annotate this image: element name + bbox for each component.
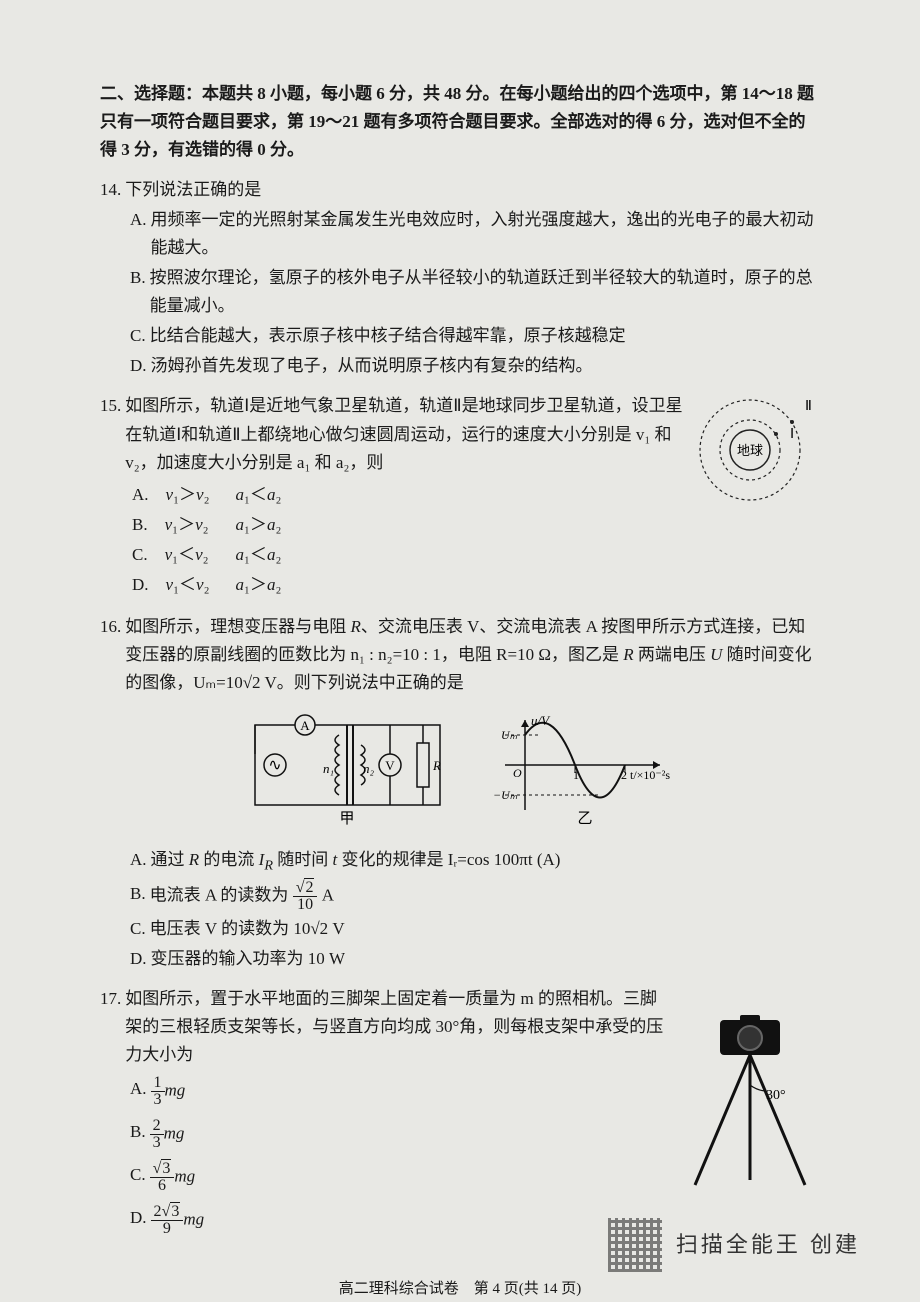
svg-text:地球: 地球 (737, 443, 763, 458)
section-instructions: 二、选择题：本题共 8 小题，每小题 6 分，共 48 分。在每小题给出的四个选… (100, 80, 820, 164)
question-15: 15. 如图所示，轨道Ⅰ是近地气象卫星轨道，轨道Ⅱ是地球同步卫星轨道，设卫星在轨… (100, 392, 820, 600)
q15-options-table: A. v₁＞v₂a₁＜a₂ B. v₁＞v₂a₁＞a₂ C. v₁＜v₂a₁＜a… (130, 479, 307, 601)
svg-text:甲: 甲 (339, 811, 354, 827)
q16-opt-A-label: A. (130, 846, 147, 878)
q14-opt-C-label: C. (130, 322, 146, 350)
q17-opt-D: 239mg (151, 1204, 670, 1237)
svg-text:Ⅱ: Ⅱ (805, 399, 812, 414)
q16-opt-C-label: C. (130, 915, 146, 943)
q14-opt-B-label: B. (130, 264, 146, 320)
question-17: 17. 如图所示，置于水平地面的三脚架上固定着一质量为 m 的照相机。三脚架的三… (100, 985, 820, 1237)
q14-opt-A: 用频率一定的光照射某金属发生光电效应时，入射光强度越大，逸出的光电子的最大初动能… (151, 206, 820, 262)
q14-opt-D: 汤姆孙首先发现了电子，从而说明原子核内有复杂的结构。 (151, 352, 820, 380)
q17-stem: 如图所示，置于水平地面的三脚架上固定着一质量为 m 的照相机。三脚架的三根轻质支… (125, 985, 670, 1069)
q14-number: 14. (100, 176, 121, 204)
svg-text:乙: 乙 (577, 811, 592, 827)
svg-text:Uₘ: Uₘ (501, 728, 518, 742)
q14-opt-B: 按照波尔理论，氢原子的核外电子从半径较小的轨道跃迁到半径较大的轨道时，原子的总能… (150, 264, 820, 320)
svg-text:n₁: n₁ (323, 761, 334, 776)
q17-opt-B: 23mg (150, 1118, 670, 1151)
q17-opt-C-label: C. (130, 1161, 146, 1194)
svg-text:30°: 30° (766, 1088, 786, 1103)
q17-opt-A: 13mg (151, 1075, 670, 1108)
question-14: 14. 下列说法正确的是 A.用频率一定的光照射某金属发生光电效应时，入射光强度… (100, 176, 820, 380)
svg-text:V: V (385, 758, 395, 773)
q16-opt-B: 电流表 A 的读数为 210 A (150, 880, 820, 913)
svg-text:Ⅰ: Ⅰ (790, 427, 794, 442)
q17-opt-A-label: A. (130, 1075, 147, 1108)
svg-text:O: O (513, 766, 522, 780)
q16-stem: 如图所示，理想变压器与电阻 R、交流电压表 V、交流电流表 A 按图甲所示方式连… (125, 613, 820, 697)
scanner-watermark: 扫描全能王 创建 (608, 1218, 860, 1272)
question-16: 16. 如图所示，理想变压器与电阻 R、交流电压表 V、交流电流表 A 按图甲所… (100, 613, 820, 973)
page-footer: 高二理科综合试卷 第 4 页(共 14 页) (100, 1277, 820, 1302)
q16-number: 16. (100, 613, 121, 697)
q17-number: 17. (100, 985, 121, 1069)
svg-text:−Uₘ: −Uₘ (493, 788, 518, 802)
q16-opt-D: 变压器的输入功率为 10 W (151, 945, 820, 973)
q15-figure: 地球 Ⅱ Ⅰ (690, 392, 820, 600)
qr-code-icon (608, 1218, 662, 1272)
q14-opt-A-label: A. (130, 206, 147, 262)
svg-text:A: A (300, 718, 310, 733)
q16-opt-D-label: D. (130, 945, 147, 973)
svg-text:2 t/×10⁻²s: 2 t/×10⁻²s (621, 768, 670, 782)
q16-figure: A ∿ n₁ n₂ V (100, 707, 820, 836)
q14-stem: 下列说法正确的是 (125, 176, 820, 204)
q15-number: 15. (100, 392, 121, 476)
svg-text:R: R (432, 758, 441, 773)
q15-stem: 如图所示，轨道Ⅰ是近地气象卫星轨道，轨道Ⅱ是地球同步卫星轨道，设卫星在轨道Ⅰ和轨… (125, 392, 690, 476)
q17-opt-D-label: D. (130, 1204, 147, 1237)
q14-opt-C: 比结合能越大，表示原子核中核子结合得越牢靠，原子核越稳定 (150, 322, 820, 350)
svg-text:u/V: u/V (531, 713, 551, 728)
q16-opt-B-label: B. (130, 880, 146, 913)
q17-opt-C: 36mg (150, 1161, 670, 1194)
q16-opt-A: 通过 R 的电流 IR 随时间 t 变化的规律是 Iᵣ=cos 100πt (A… (151, 846, 820, 878)
svg-text:1: 1 (573, 768, 579, 782)
q17-opt-B-label: B. (130, 1118, 146, 1151)
q14-opt-D-label: D. (130, 352, 147, 380)
svg-text:n₂: n₂ (363, 761, 375, 776)
svg-text:∿: ∿ (268, 757, 281, 774)
q17-figure: 30° (670, 985, 820, 1237)
watermark-text: 扫描全能王 创建 (676, 1227, 860, 1263)
q16-opt-C: 电压表 V 的读数为 10√2 V (150, 915, 820, 943)
